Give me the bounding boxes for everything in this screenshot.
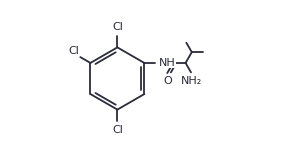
Text: Cl: Cl: [112, 125, 123, 135]
Text: NH: NH: [159, 58, 176, 68]
Text: Cl: Cl: [112, 22, 123, 32]
Text: NH₂: NH₂: [181, 76, 202, 86]
Text: Cl: Cl: [68, 46, 79, 56]
Text: O: O: [163, 76, 172, 87]
